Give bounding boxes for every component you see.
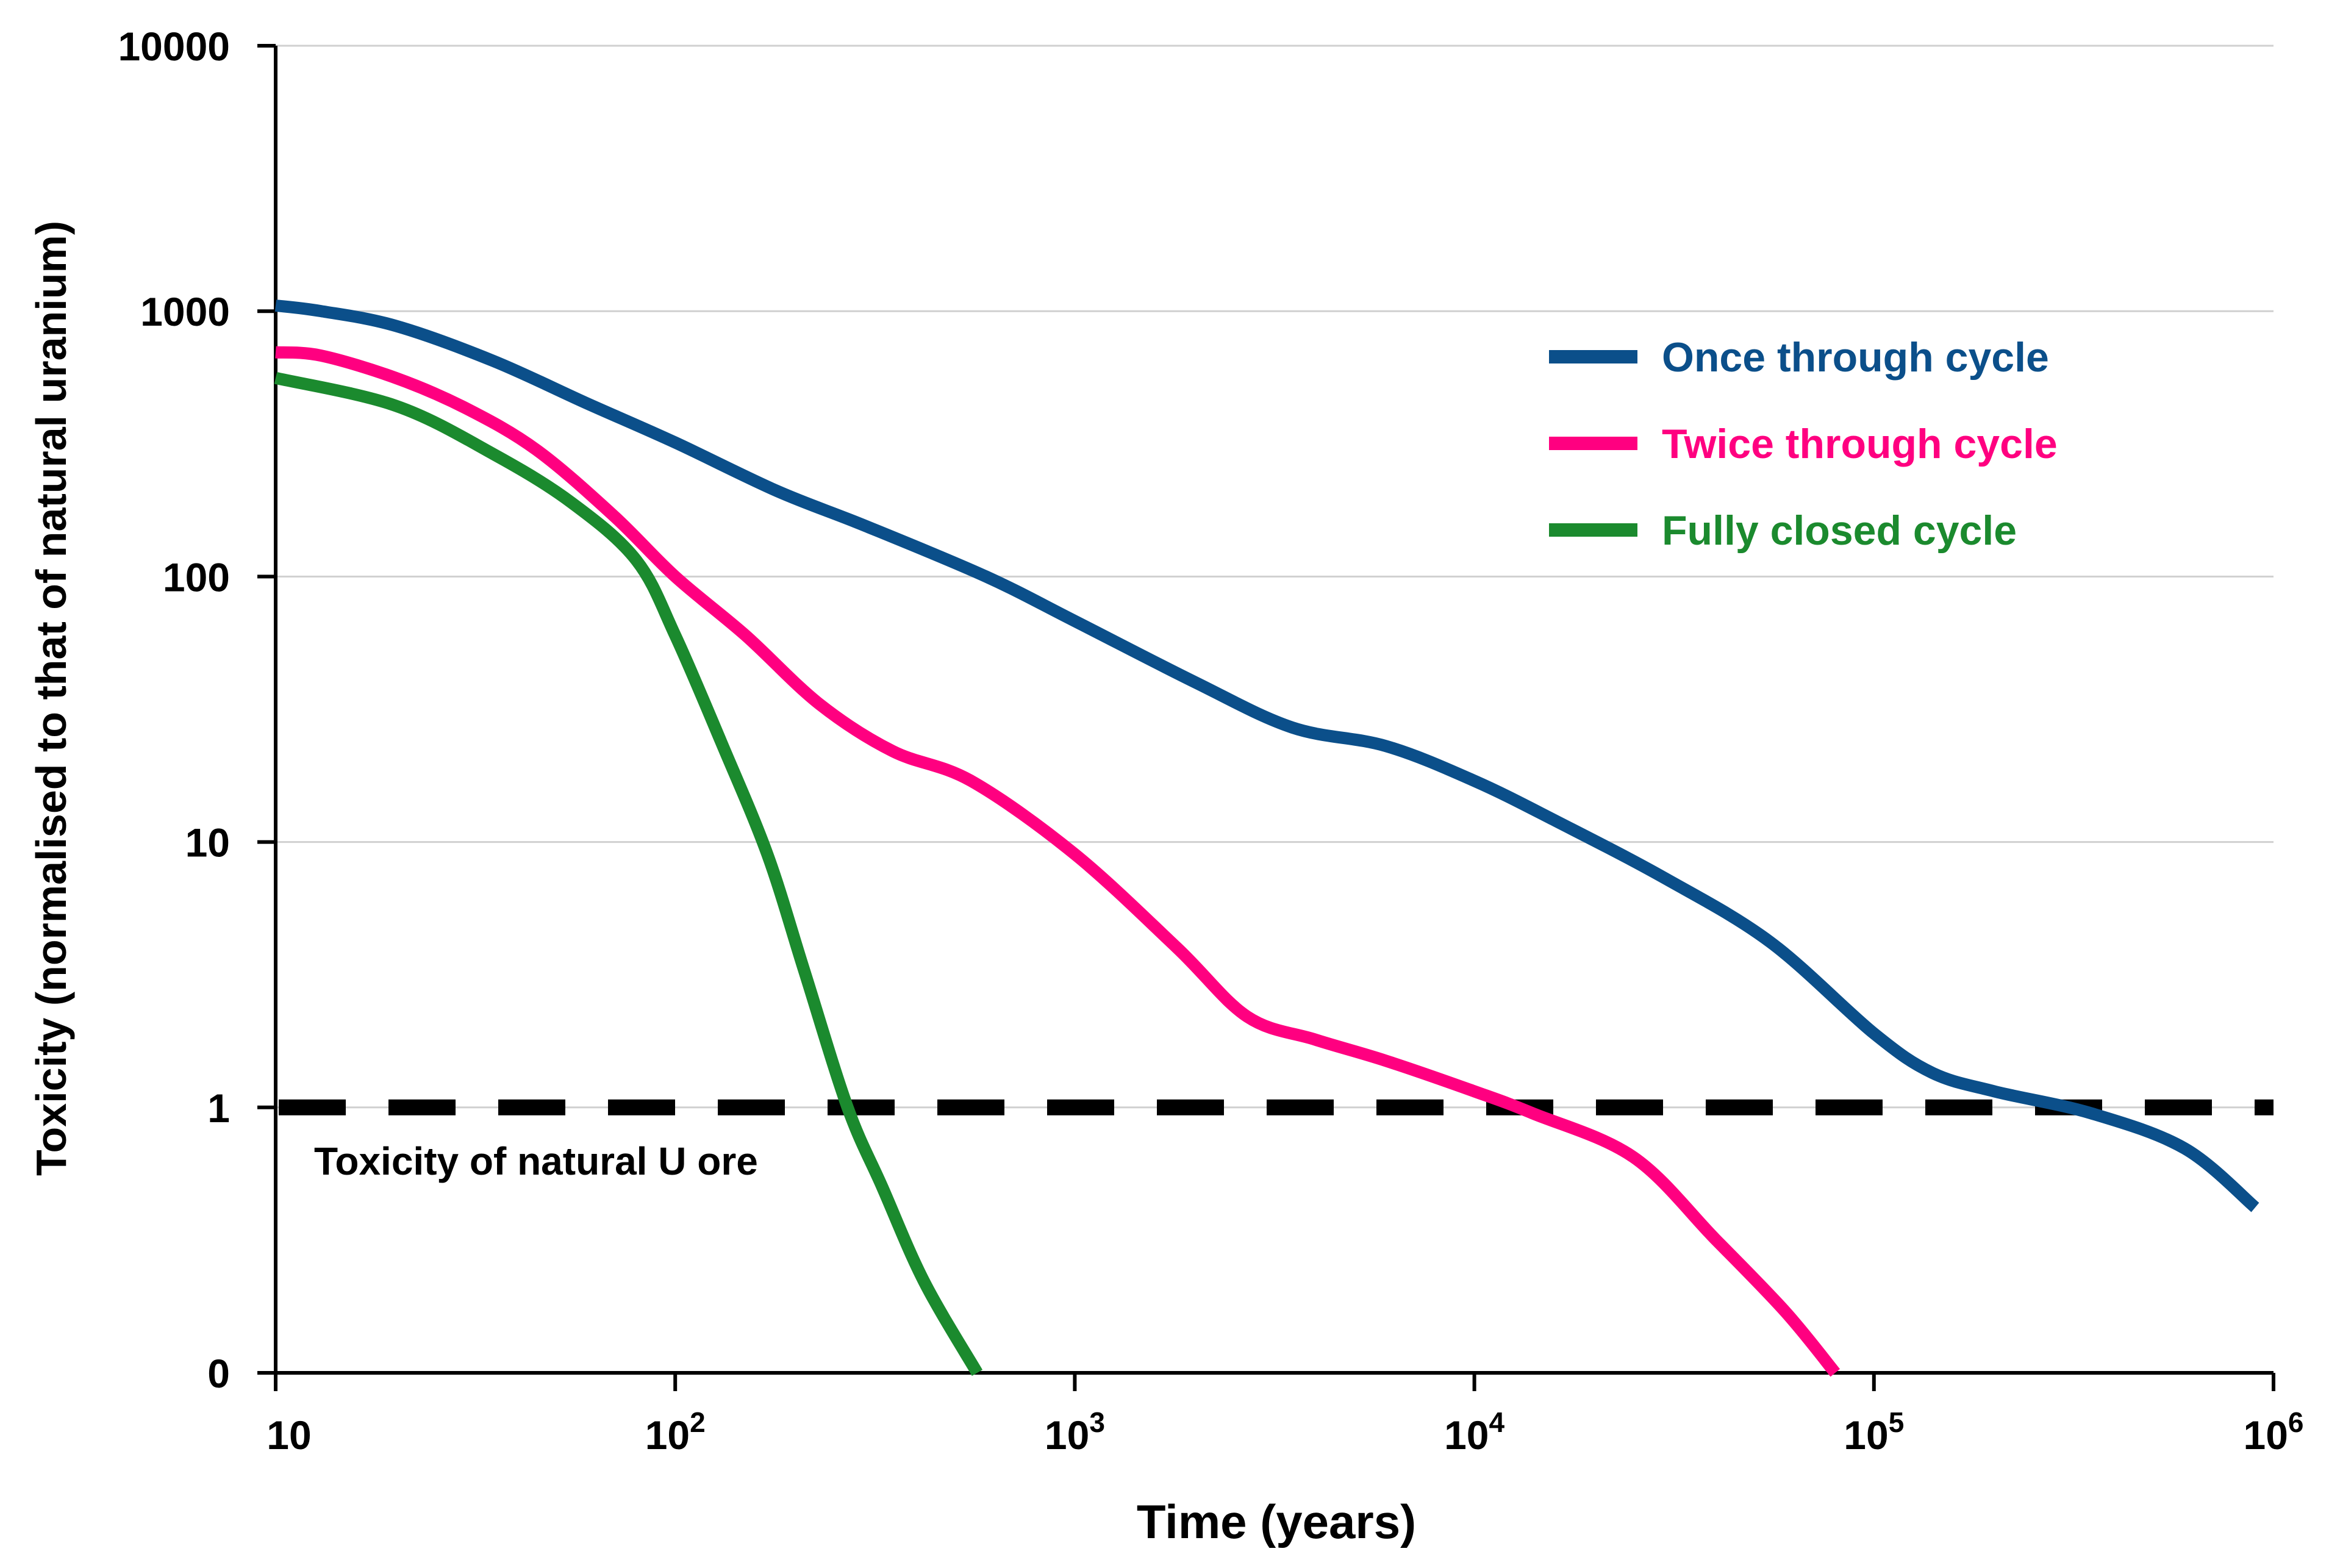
legend-label: Once through cycle — [1662, 334, 2049, 381]
y-axis-title: Toxicity (normalised to that of natural … — [27, 221, 75, 1176]
x-tick-labels: 10 102 103 104 105 106 — [267, 1406, 2303, 1458]
y-tick-label: 1000 — [140, 289, 230, 334]
x-tick-label: 104 — [1444, 1406, 1504, 1458]
y-tick-label: 10 — [185, 820, 230, 865]
reference-line-label: Toxicity of natural U ore — [314, 1139, 758, 1183]
y-tick-label: 10000 — [118, 24, 230, 69]
series-group — [274, 299, 2259, 1377]
legend-label: Fully closed cycle — [1662, 507, 2017, 554]
x-tick-label: 10 — [267, 1412, 311, 1458]
legend-label: Twice through cycle — [1662, 421, 2058, 467]
series-line-3 — [274, 372, 983, 1376]
y-tick-label: 100 — [163, 554, 230, 600]
axes — [257, 44, 2275, 1391]
x-tick-label: 103 — [1045, 1406, 1105, 1458]
legend: Once through cycle Twice through cycle Ful… — [1549, 334, 2058, 554]
gridlines — [276, 45, 2274, 1109]
x-axis-title: Time (years) — [1137, 1495, 1416, 1548]
y-tick-labels: 0 1 10 100 1000 10000 — [118, 24, 230, 1396]
series-line-1 — [274, 299, 2259, 1212]
y-tick-label: 1 — [207, 1086, 230, 1131]
y-tick-label: 0 — [207, 1351, 230, 1396]
x-tick-label: 106 — [2243, 1406, 2303, 1458]
reference-line-group: Toxicity of natural U ore — [279, 1099, 2274, 1183]
x-tick-label: 105 — [1844, 1406, 1904, 1458]
x-tick-label: 102 — [645, 1406, 706, 1458]
series-line-2 — [275, 346, 1841, 1377]
